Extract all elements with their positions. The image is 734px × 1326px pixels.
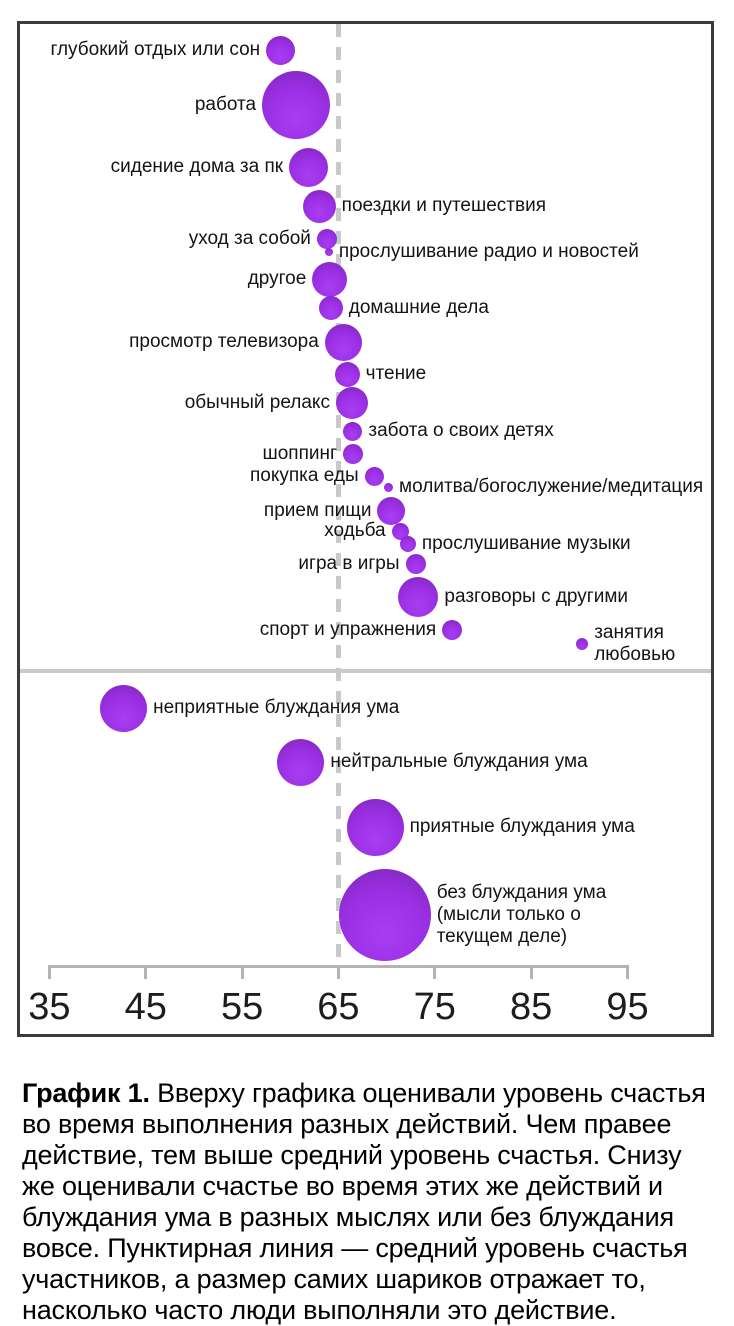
x-axis-tick-label: 85 [510, 986, 553, 1028]
bubble-label: игра в игры [298, 553, 400, 574]
x-axis-tick-mark [336, 965, 340, 979]
bubble [399, 536, 416, 552]
bubble-label: обычный релакс [184, 392, 330, 413]
x-axis-tick-label: 35 [28, 986, 71, 1028]
bubble [334, 361, 360, 387]
bubble [277, 738, 325, 786]
mean-happiness-dashed-line [335, 24, 341, 965]
figure-caption: График 1. Вверху графика оценивали урове… [22, 1078, 718, 1326]
bubble [405, 554, 426, 574]
bubble [266, 35, 296, 65]
bubble [442, 620, 463, 640]
bubble-label: прослушивание музыки [421, 533, 631, 554]
bubble-label: ходьба [324, 520, 386, 541]
bubble [343, 421, 363, 441]
chart-frame [17, 21, 714, 1037]
bubble-label: сидение дома за пк [110, 156, 284, 177]
bubble-label: прослушивание радио и новостей [338, 241, 639, 262]
bubble-label: забота о своих детях [368, 420, 554, 441]
bubble-label: неприятные блуждания ума [153, 697, 400, 718]
bubble-label: просмотр телевизора [129, 331, 319, 352]
bubble-label: работа [194, 94, 257, 115]
bubble [100, 684, 148, 732]
bubble [318, 296, 343, 320]
section-divider-line [20, 669, 711, 673]
bubble [316, 229, 337, 249]
bubble [391, 522, 409, 540]
caption-number: График 1. [22, 1078, 150, 1108]
bubble-label: молитва/богослужение/медитация [399, 476, 704, 497]
bubble-label: нейтральные блуждания ума [330, 751, 588, 772]
bubble-label: чтение [365, 363, 427, 384]
bubble [346, 798, 404, 856]
bubble [302, 189, 336, 223]
bubble-label: приятные блуждания ума [409, 816, 635, 837]
x-axis-tick-label: 95 [606, 986, 649, 1028]
x-axis-tick-mark [626, 965, 629, 979]
bubble-label: спорт и упражнения [259, 619, 437, 640]
x-axis-tick-mark [529, 965, 533, 979]
bubble-label: уход за собой [188, 228, 311, 249]
bubble [364, 466, 384, 486]
bubble [324, 323, 362, 361]
x-axis-tick-mark [144, 965, 148, 979]
bubble [289, 147, 329, 187]
bubble-label: покупка еды [249, 465, 359, 486]
bubble-label: разговоры с другими [444, 586, 629, 607]
bubble [576, 638, 589, 650]
x-axis-tick-mark [240, 965, 244, 979]
x-axis-tick-label: 65 [317, 986, 360, 1028]
bubble [398, 577, 439, 617]
bubble [384, 482, 394, 492]
bubble [377, 497, 406, 525]
bubble [262, 71, 331, 139]
bubble-label: занятия любовью [594, 622, 676, 665]
x-axis-tick-mark [433, 965, 437, 979]
bubble [338, 869, 431, 961]
x-axis-tick-label: 55 [220, 986, 264, 1028]
bubble-label: шоппинг [262, 443, 337, 464]
x-axis-tick-label: 45 [124, 986, 167, 1028]
x-axis-tick-mark [47, 965, 51, 979]
bubble-label: поездки и путешествия [341, 195, 547, 216]
bubble [312, 261, 348, 297]
x-axis-tick-label: 75 [413, 986, 456, 1028]
caption-text: Вверху графика оценивали уровень счастья… [22, 1078, 706, 1325]
bubble [335, 387, 368, 419]
bubble-label: прием пищи [263, 500, 372, 521]
bubble [324, 248, 333, 256]
bubble-label: домашние дела [348, 297, 489, 318]
bubble-label: другое [247, 268, 307, 289]
bubble-label: глубокий отдых или сон [50, 39, 261, 60]
bubble-label: без блуждания ума (мысли только о текуще… [436, 882, 607, 947]
bubble [342, 444, 363, 464]
